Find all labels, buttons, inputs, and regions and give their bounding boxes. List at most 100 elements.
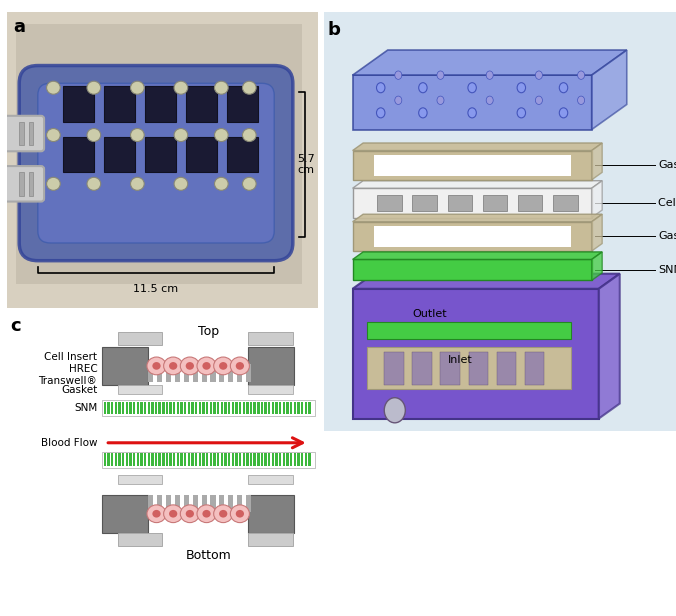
Bar	[118, 402, 120, 415]
Text: c: c	[10, 317, 20, 335]
Bar	[157, 495, 162, 513]
Bar	[272, 402, 274, 415]
Bar	[28, 172, 33, 196]
Polygon shape	[599, 274, 620, 419]
Circle shape	[214, 357, 233, 375]
Bar	[201, 365, 207, 382]
Bar	[308, 453, 311, 466]
Bar	[148, 495, 153, 513]
Bar	[184, 495, 189, 513]
Bar	[186, 86, 217, 122]
Circle shape	[236, 510, 244, 517]
Circle shape	[437, 71, 444, 79]
Bar	[118, 332, 162, 345]
Bar	[195, 402, 197, 415]
Bar	[237, 495, 242, 513]
Bar	[287, 402, 289, 415]
Circle shape	[231, 357, 249, 375]
Bar	[186, 137, 217, 172]
Bar	[246, 453, 249, 466]
Text: Top: Top	[198, 325, 219, 338]
Bar	[448, 195, 472, 211]
Bar	[195, 453, 197, 466]
Bar	[126, 453, 128, 466]
Circle shape	[164, 505, 183, 522]
Bar	[19, 172, 24, 196]
Circle shape	[214, 505, 233, 522]
Bar	[175, 365, 180, 382]
Bar	[264, 453, 267, 466]
Bar	[155, 453, 158, 466]
Bar	[227, 137, 258, 172]
Bar	[107, 453, 110, 466]
Bar	[133, 402, 135, 415]
Bar	[275, 402, 278, 415]
Bar	[210, 365, 216, 382]
Text: a: a	[13, 18, 25, 36]
Circle shape	[418, 83, 427, 93]
Bar	[176, 453, 179, 466]
Bar	[137, 453, 139, 466]
Bar	[518, 195, 542, 211]
Bar	[248, 475, 293, 484]
Circle shape	[577, 96, 585, 105]
Bar	[107, 402, 110, 415]
Polygon shape	[592, 252, 602, 280]
Circle shape	[164, 357, 183, 375]
Bar	[293, 453, 296, 466]
Bar	[162, 402, 164, 415]
Bar	[217, 453, 219, 466]
Bar	[147, 453, 150, 466]
Bar	[162, 453, 164, 466]
Polygon shape	[353, 259, 592, 280]
Bar	[232, 402, 234, 415]
Circle shape	[231, 505, 249, 522]
Bar	[115, 453, 117, 466]
Text: Cell Insert: Cell Insert	[658, 198, 676, 208]
Circle shape	[169, 510, 177, 517]
Text: SNM: SNM	[74, 403, 97, 413]
Polygon shape	[353, 222, 592, 251]
Circle shape	[87, 177, 101, 190]
Polygon shape	[353, 289, 599, 419]
Bar	[145, 86, 176, 122]
Bar	[206, 402, 208, 415]
Bar	[213, 453, 216, 466]
FancyBboxPatch shape	[0, 116, 44, 152]
Bar	[301, 453, 304, 466]
Bar	[246, 495, 251, 513]
Bar	[126, 402, 128, 415]
Bar	[246, 365, 251, 382]
Bar	[202, 453, 205, 466]
Bar	[103, 453, 106, 466]
Bar	[63, 86, 94, 122]
Bar	[228, 402, 231, 415]
Circle shape	[197, 357, 216, 375]
Circle shape	[147, 357, 166, 375]
Bar	[102, 452, 315, 468]
Polygon shape	[353, 75, 592, 129]
Circle shape	[180, 357, 199, 375]
Bar	[220, 453, 223, 466]
Bar	[144, 402, 146, 415]
Bar	[220, 402, 223, 415]
Bar	[118, 384, 162, 394]
Text: Gasket: Gasket	[658, 160, 676, 170]
Bar	[155, 402, 158, 415]
Circle shape	[437, 96, 444, 105]
Bar	[193, 495, 197, 513]
Circle shape	[517, 83, 525, 93]
Bar	[184, 453, 187, 466]
FancyBboxPatch shape	[38, 83, 274, 243]
Bar	[210, 495, 216, 513]
Circle shape	[130, 177, 144, 190]
Bar	[483, 195, 507, 211]
Circle shape	[535, 71, 542, 79]
Bar	[199, 402, 201, 415]
Circle shape	[559, 83, 568, 93]
Bar	[441, 352, 460, 385]
Bar	[248, 347, 294, 385]
Bar	[191, 402, 194, 415]
Bar	[384, 352, 404, 385]
Circle shape	[486, 71, 493, 79]
